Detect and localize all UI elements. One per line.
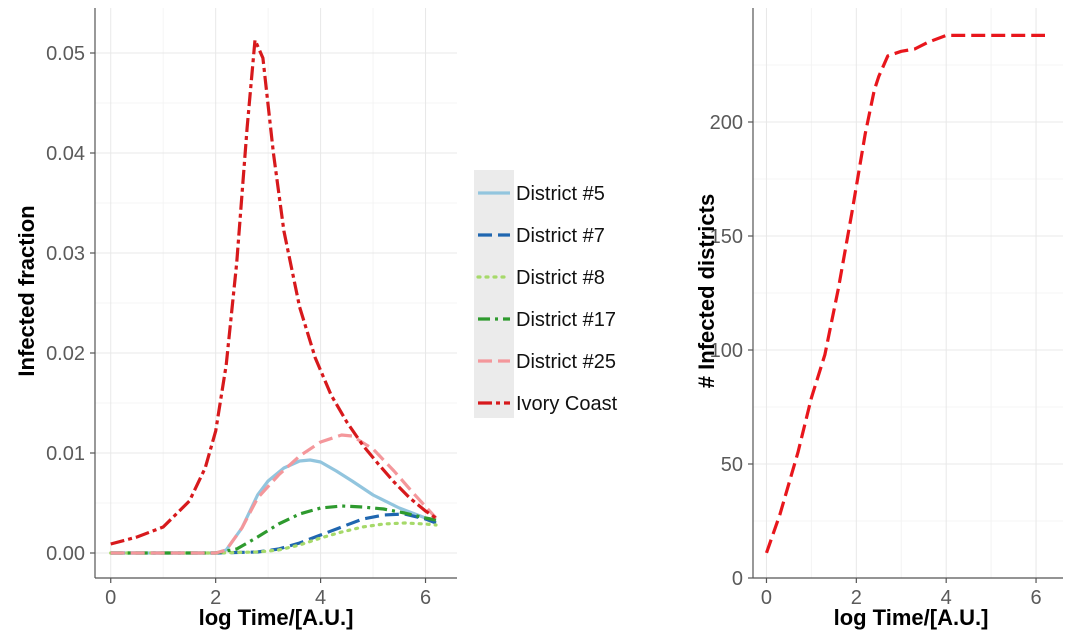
- left-x-tick-labels: 0 2 4 6: [105, 587, 431, 609]
- y-tick-label: 100: [710, 340, 743, 362]
- right-y-tick-labels: 0 50 100 150 200: [710, 112, 743, 590]
- x-tick-label: 0: [761, 587, 772, 609]
- right-series: [764, 33, 1045, 554]
- series-line-district-7: [110, 512, 437, 555]
- legend-label: District #7: [516, 225, 605, 247]
- left-x-axis-title: log Time/[A.U.]: [199, 605, 354, 630]
- legend-label: Ivory Coast: [516, 393, 618, 415]
- right-grid: [753, 8, 1063, 579]
- y-tick-label: 0.00: [46, 543, 85, 565]
- y-tick-label: 0.02: [46, 343, 85, 365]
- series-line-district-17: [110, 504, 437, 555]
- right-x-tick-labels: 0 2 4 6: [761, 587, 1042, 609]
- y-tick-label: 150: [710, 226, 743, 248]
- x-tick-label: 6: [1030, 587, 1041, 609]
- x-tick-label: 4: [941, 587, 952, 609]
- x-tick-label: 4: [315, 587, 326, 609]
- left-panel: 0.00 0.01 0.02 0.03 0.04 0.05 0 2 4 6 log Time/[…: [14, 8, 457, 630]
- left-series: [109, 38, 438, 555]
- left-grid: [95, 8, 457, 578]
- left-y-axis-title: Infected fraction: [14, 205, 39, 376]
- left-y-tick-labels: 0.00 0.01 0.02 0.03 0.04 0.05: [46, 43, 85, 565]
- series-line-ivory-coast: [110, 38, 437, 546]
- y-tick-label: 0.03: [46, 243, 85, 265]
- legend: District #5 District #7 District #8 Distric…: [474, 170, 618, 418]
- y-tick-label: 200: [710, 112, 743, 134]
- right-axes: [748, 8, 1063, 583]
- x-tick-label: 2: [851, 587, 862, 609]
- y-tick-label: 0.04: [46, 143, 85, 165]
- legend-items: District #5 District #7 District #8 Distric…: [476, 183, 618, 415]
- legend-label: District #25: [516, 351, 616, 373]
- y-tick-label: 0: [732, 568, 743, 590]
- legend-label: District #17: [516, 309, 616, 331]
- x-tick-label: 0: [105, 587, 116, 609]
- right-x-axis-title: log Time/[A.U.]: [834, 605, 989, 630]
- y-tick-label: 0.05: [46, 43, 85, 65]
- right-panel: 0 50 100 150 200 0 2 4 6 log Time/[A.U.] # Infe…: [694, 8, 1063, 630]
- right-y-axis-title: # Infected districts: [694, 194, 719, 388]
- y-tick-label: 0.01: [46, 443, 85, 465]
- legend-background: [474, 170, 514, 418]
- x-tick-label: 2: [210, 587, 221, 609]
- y-tick-label: 50: [721, 454, 743, 476]
- legend-label: District #5: [516, 183, 605, 205]
- series-line-district-25: [110, 433, 438, 555]
- x-tick-label: 6: [420, 587, 431, 609]
- left-axes: [90, 8, 457, 583]
- legend-label: District #8: [516, 267, 605, 289]
- series-line-infected-districts: [764, 33, 1045, 554]
